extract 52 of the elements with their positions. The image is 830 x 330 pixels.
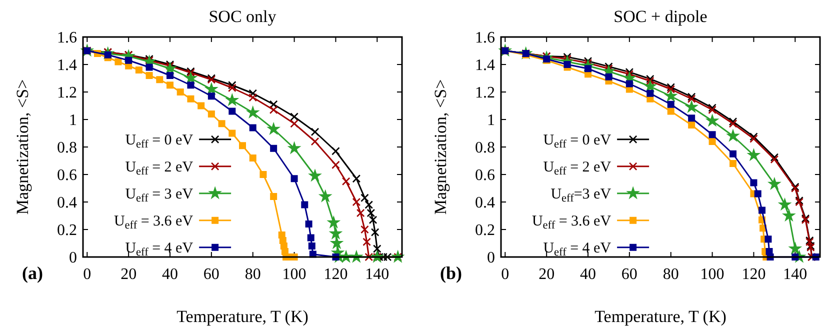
legend-label: U$_{eff}$ = 2 eV	[125, 159, 194, 178]
x-axis-title: Temperature, T (K)	[594, 307, 726, 326]
y-tick-label: 1	[69, 112, 77, 129]
x-tick-label: 120	[742, 266, 766, 283]
x-tick-label: 60	[621, 266, 638, 283]
x-tick-label: 80	[662, 266, 679, 283]
text: (b)	[440, 263, 462, 283]
y-tick-label: 1.4	[475, 57, 495, 74]
chart-title: SOC + dipole	[614, 7, 708, 26]
legend-label: U$_{eff}$ = 4 eV	[125, 240, 194, 259]
y-axis-title: Magnetization, <S>	[431, 79, 450, 215]
y-tick-label: 0	[69, 250, 77, 266]
legend-label: U$_{eff}$ = 0 eV	[543, 132, 612, 151]
legend-label: U$_{eff}$ = 3.6 eV	[532, 213, 612, 232]
y-tick-label: 0.2	[57, 222, 77, 239]
chart-title: SOC only	[208, 7, 277, 26]
x-tick-label: 100	[700, 266, 724, 283]
y-tick-label: 1.6	[57, 30, 77, 46]
y-axis-title: Magnetization, <S>	[13, 79, 32, 215]
y-tick-label: 1.2	[57, 84, 77, 102]
x-tick-label: 0	[83, 266, 92, 283]
y-tick-label: 0.4	[57, 194, 77, 212]
x-tick-label: 100	[282, 266, 306, 283]
y-tick-label: 1.4	[57, 57, 77, 74]
y-tick-label: 1.2	[475, 84, 495, 102]
x-tick-label: 20	[538, 266, 555, 283]
x-tick-label: 120	[324, 266, 348, 283]
legend-label: U$_{eff}$ = 3.6 eV	[114, 213, 194, 232]
x-tick-label: 140	[365, 266, 390, 283]
y-tick-label: 0.8	[57, 140, 77, 156]
y-tick-label: 0.6	[475, 167, 495, 184]
y-tick-label: 1.6	[475, 30, 495, 46]
legend-label: U$_{eff}$ = 0 eV	[125, 132, 194, 151]
y-tick-label: 0.2	[475, 222, 495, 239]
x-tick-label: 40	[580, 266, 596, 283]
legend-label: U$_{eff}$ = 4 eV	[543, 240, 612, 259]
legend-label: U$_{eff}$=3 eV	[550, 186, 612, 205]
y-tick-label: 0.6	[57, 167, 77, 184]
y-tick-label: 0	[487, 250, 495, 266]
x-tick-label: 80	[244, 266, 261, 283]
y-tick-label: 1	[487, 112, 495, 129]
legend-label: U$_{eff}$ = 3 eV	[125, 186, 194, 205]
y-tick-label: 0.4	[475, 194, 495, 212]
x-tick-label: 140	[783, 266, 808, 283]
y-tick-label: 0.8	[475, 140, 495, 156]
x-tick-label: 20	[120, 266, 137, 283]
text: (a)	[22, 263, 43, 283]
x-tick-label: 0	[501, 266, 510, 283]
x-tick-label: 40	[162, 266, 178, 283]
x-tick-label: 60	[203, 266, 220, 283]
x-axis-title: Temperature, T (K)	[176, 307, 308, 326]
legend-label: U$_{eff}$ = 2 eV	[543, 159, 612, 178]
